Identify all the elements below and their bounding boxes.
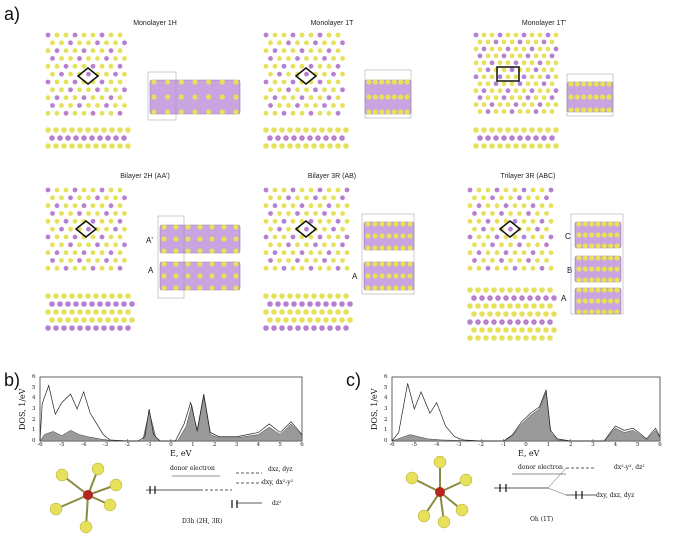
panel-label-c: c) (346, 370, 361, 390)
lattice-1h-side (45, 127, 131, 149)
lattice-2h-top (45, 187, 127, 271)
unit-cell-1t (294, 67, 318, 85)
dos-c-xtick: 3 (591, 442, 595, 448)
dos-b-ytick: 6 (32, 374, 36, 380)
dos-b-filled-curve (39, 396, 303, 442)
dos-c-xtick: -6 (389, 442, 395, 448)
unit-cell-3r (294, 220, 318, 238)
dos-c-ytick: 0 (384, 438, 388, 444)
dos-b-xtick: 1 (191, 442, 195, 448)
dos-b-ylabel: DOS, 1/eV (18, 388, 27, 430)
diagram-b-donor-label: donor electron (170, 465, 215, 472)
dos-c-xtick: -5 (411, 442, 418, 448)
dos-c-filled-curve (391, 391, 661, 442)
lattice-1tp-side (473, 127, 559, 149)
dos-c-xtick: 1 (546, 442, 551, 448)
molecule-trigonal-prismatic (49, 462, 123, 534)
structure-title-bilayer-2h: Bilayer 2H (AA') (120, 173, 170, 180)
layer-label-2h-top: A' (146, 236, 153, 245)
structure-title-monolayer-1t: Monolayer 1T (310, 20, 354, 27)
dos-c-ytick: 5 (384, 384, 388, 391)
dos-b-xtick: 5 (278, 442, 282, 448)
dos-c-ylabel: DOS, 1/eV (370, 388, 379, 430)
diagram-c-level-lower: dxy, dxz, dyz (596, 492, 635, 499)
dos-c-xtick: -3 (456, 442, 462, 448)
lattice-1h-top (45, 32, 127, 116)
lattice-1t-top (263, 32, 345, 116)
lattice-abc-side (467, 287, 557, 341)
dos-b-xtick: 3 (234, 442, 239, 448)
lattice-2h-side (45, 293, 135, 331)
layer-label-abc-b: B (567, 266, 573, 275)
diagram-c-level-upper: dx²-y², dz² (614, 464, 645, 471)
diagram-c-electrons (499, 484, 583, 499)
lattice-3r-top (263, 187, 350, 271)
structure-title-trilayer-3r: Trilayer 3R (ABC) (500, 173, 556, 180)
dos-c-xtick: 6 (658, 442, 662, 448)
dos-b-ytick: 2 (32, 416, 36, 423)
dos-c-line-curve (391, 383, 661, 442)
dos-b-ytick: 4 (32, 395, 36, 402)
dos-c-xtick: 5 (635, 442, 640, 448)
dos-c-ytick: 6 (384, 374, 388, 380)
lattice-1t-side (263, 127, 349, 149)
unit-cell-1tp (496, 66, 520, 82)
layer-label-abc-c: C (565, 232, 571, 241)
dos-c-ytick: 1 (384, 427, 388, 434)
diagram-b-electrons (149, 486, 238, 508)
molecule-octahedral (405, 455, 473, 529)
dos-b-xtick: -3 (102, 442, 109, 448)
dos-b-xtick: -4 (80, 442, 87, 448)
dos-c-ytick: 3 (384, 406, 388, 412)
dos-b-xtick: 6 (300, 442, 304, 448)
dos-b-xtick: -6 (37, 442, 43, 448)
layer-label-2h-bottom: A (148, 266, 154, 275)
dos-c-xlabel: E, eV (518, 449, 540, 458)
lattice-1tp-top (473, 32, 559, 114)
structure-title-bilayer-3r: Bilayer 3R (AB) (307, 173, 357, 180)
diagram-b-symmetry: D3h (2H, 3R) (182, 518, 223, 525)
dos-c-ytick: 4 (384, 395, 388, 402)
unit-cell-abc (498, 220, 522, 238)
dos-b-ytick: 0 (32, 438, 36, 444)
unit-cell-1h (76, 67, 100, 85)
dos-b-ytick: 5 (32, 384, 36, 391)
dos-b-xtick: 4 (256, 442, 261, 448)
dos-b-ytick: 3 (32, 406, 36, 412)
dos-b-line-curve (39, 384, 303, 442)
dos-b-xtick: -1 (146, 442, 152, 448)
diagram-c-donor-label: donor electron (518, 464, 563, 471)
dos-c-xtick: -2 (478, 442, 485, 448)
dos-b-xlabel: E, eV (170, 449, 192, 458)
structure-title-monolayer-1h: Monolayer 1H (133, 20, 177, 27)
structure-title-monolayer-1t-prime: Monolayer 1T' (521, 20, 567, 27)
panel-label-b: b) (4, 370, 21, 390)
dos-c-ytick: 2 (384, 416, 388, 423)
dos-b-ytick: 1 (32, 427, 36, 434)
diagram-b-level-bot: dz² (272, 500, 282, 507)
dos-c-xtick: 4 (613, 442, 618, 448)
dos-c-xtick: 2 (568, 442, 573, 448)
diagram-b-level-mid: dxy, dx²-y² (262, 479, 294, 486)
dos-b-xtick: 2 (212, 442, 217, 448)
dos-c-xtick: 0 (524, 442, 528, 448)
dos-c-xtick: -4 (433, 442, 440, 448)
lattice-abc-top (467, 187, 554, 271)
dos-c-xtick: -1 (500, 442, 507, 448)
layer-label-abc-a: A (561, 294, 567, 303)
dos-b-xtick: -5 (59, 442, 65, 448)
unit-cell-2h (74, 220, 98, 238)
dos-b-xtick: 0 (169, 442, 173, 448)
layer-label-3r-bottom: A (352, 272, 358, 281)
diagram-c-symmetry: Oh (1T) (530, 516, 554, 523)
panel-label-a: a) (4, 4, 21, 24)
lattice-3r-side (263, 293, 353, 331)
dos-b-xtick: -2 (124, 442, 131, 448)
diagram-b-level-top: dxz, dyz (268, 466, 293, 473)
